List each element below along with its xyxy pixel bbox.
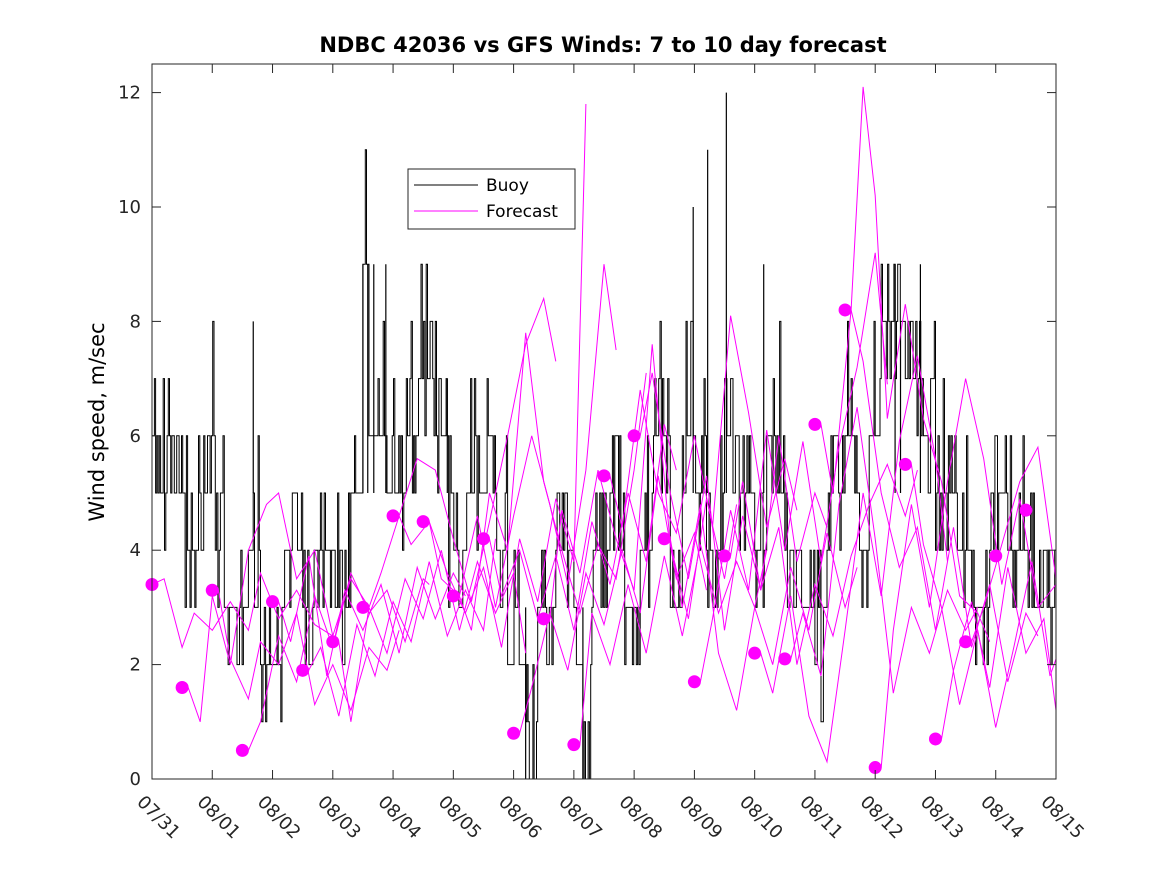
forecast-line <box>971 445 1056 642</box>
x-tick-label: 08/07 <box>554 792 606 844</box>
forecast-marker <box>928 732 942 746</box>
forecast-line <box>278 555 466 677</box>
forecast-line <box>152 571 334 650</box>
x-tick-label: 08/03 <box>313 792 365 844</box>
forecast-marker <box>898 457 912 471</box>
forecast-marker <box>808 417 822 431</box>
y-tick-label: 12 <box>118 83 141 104</box>
forecast-marker <box>657 532 671 546</box>
forecast-marker <box>175 680 189 694</box>
forecast-marker <box>296 663 310 677</box>
x-tick-label: 08/14 <box>976 792 1028 844</box>
x-tick-label: 08/01 <box>193 792 245 844</box>
x-tick-label: 07/31 <box>132 792 184 844</box>
forecast-marker <box>205 583 219 597</box>
y-tick-label: 0 <box>130 769 141 790</box>
y-axis-label: Wind speed, m/sec <box>85 322 109 521</box>
x-tick-label: 08/12 <box>856 792 908 844</box>
y-tick-label: 2 <box>130 655 141 676</box>
x-tick-label: 08/11 <box>795 792 847 844</box>
forecast-line <box>760 355 948 764</box>
forecast-marker <box>868 761 882 775</box>
forecast-marker <box>748 646 762 660</box>
forecast-line <box>579 544 768 745</box>
forecast-line <box>910 464 1056 728</box>
forecast-line <box>730 463 918 665</box>
forecast-line <box>669 504 858 711</box>
forecast-line <box>217 590 400 712</box>
x-tick-label: 08/04 <box>374 792 426 844</box>
legend-forecast-label: Forecast <box>486 202 558 222</box>
forecast-marker <box>627 429 641 443</box>
buoy-line <box>152 149 1056 779</box>
forecast-marker <box>416 515 430 529</box>
x-tick-label: 08/15 <box>1036 792 1088 844</box>
forecast-marker <box>507 726 521 740</box>
forecast-line <box>941 567 1056 740</box>
forecast-marker <box>386 509 400 523</box>
forecast-line <box>820 86 991 642</box>
forecast-marker <box>537 612 551 626</box>
x-tick-label: 08/02 <box>253 792 305 844</box>
chart-title: NDBC 42036 vs GFS Winds: 7 to 10 day for… <box>319 33 886 57</box>
legend-box <box>407 168 576 230</box>
forecast-marker <box>356 600 370 614</box>
forecast-marker <box>266 595 280 609</box>
y-tick-label: 4 <box>130 540 141 561</box>
buoy-series <box>152 92 1056 779</box>
y-tick-label: 8 <box>130 311 141 332</box>
forecast-marker <box>718 549 732 563</box>
forecast-line <box>519 475 707 734</box>
forecast-marker <box>326 635 340 649</box>
forecast-marker <box>989 549 1003 563</box>
x-tick-label: 08/08 <box>615 792 667 844</box>
x-tick-label: 08/06 <box>494 792 546 844</box>
forecast-marker <box>838 303 852 317</box>
forecast-marker <box>778 652 792 666</box>
x-tick-label: 08/10 <box>735 792 787 844</box>
forecast-marker <box>567 738 581 752</box>
x-tick-label: 08/09 <box>675 792 727 844</box>
x-tick-label: 08/05 <box>434 792 486 844</box>
forecast-marker <box>446 589 460 603</box>
y-axis-ticks: 0 2 4 6 8 10 12 <box>118 83 1056 790</box>
forecast-line <box>187 492 370 722</box>
forecast-line <box>489 424 677 631</box>
forecast-marker <box>597 469 611 483</box>
legend: Buoy Forecast <box>407 168 576 230</box>
forecast-marker <box>687 675 701 689</box>
x-tick-label: 08/13 <box>916 792 968 844</box>
forecast-marker <box>959 635 973 649</box>
forecast-line <box>850 309 1039 682</box>
forecast-marker <box>476 532 490 546</box>
forecast-line <box>247 571 430 751</box>
forecast-marker <box>235 743 249 757</box>
forecast-line <box>368 296 557 608</box>
plot-frame <box>151 63 1057 780</box>
legend-buoy-label: Buoy <box>486 176 529 196</box>
y-tick-label: 6 <box>130 426 141 447</box>
forecast-marker <box>1019 503 1033 517</box>
forecast-line <box>609 315 798 535</box>
forecast-line <box>338 550 527 722</box>
y-tick-label: 10 <box>118 197 141 218</box>
forecast-line <box>428 264 617 608</box>
forecast-markers <box>145 303 1033 775</box>
forecast-line <box>639 372 828 631</box>
forecast-series <box>152 86 1056 768</box>
forecast-line <box>790 407 979 694</box>
forecast-line <box>880 378 1056 768</box>
